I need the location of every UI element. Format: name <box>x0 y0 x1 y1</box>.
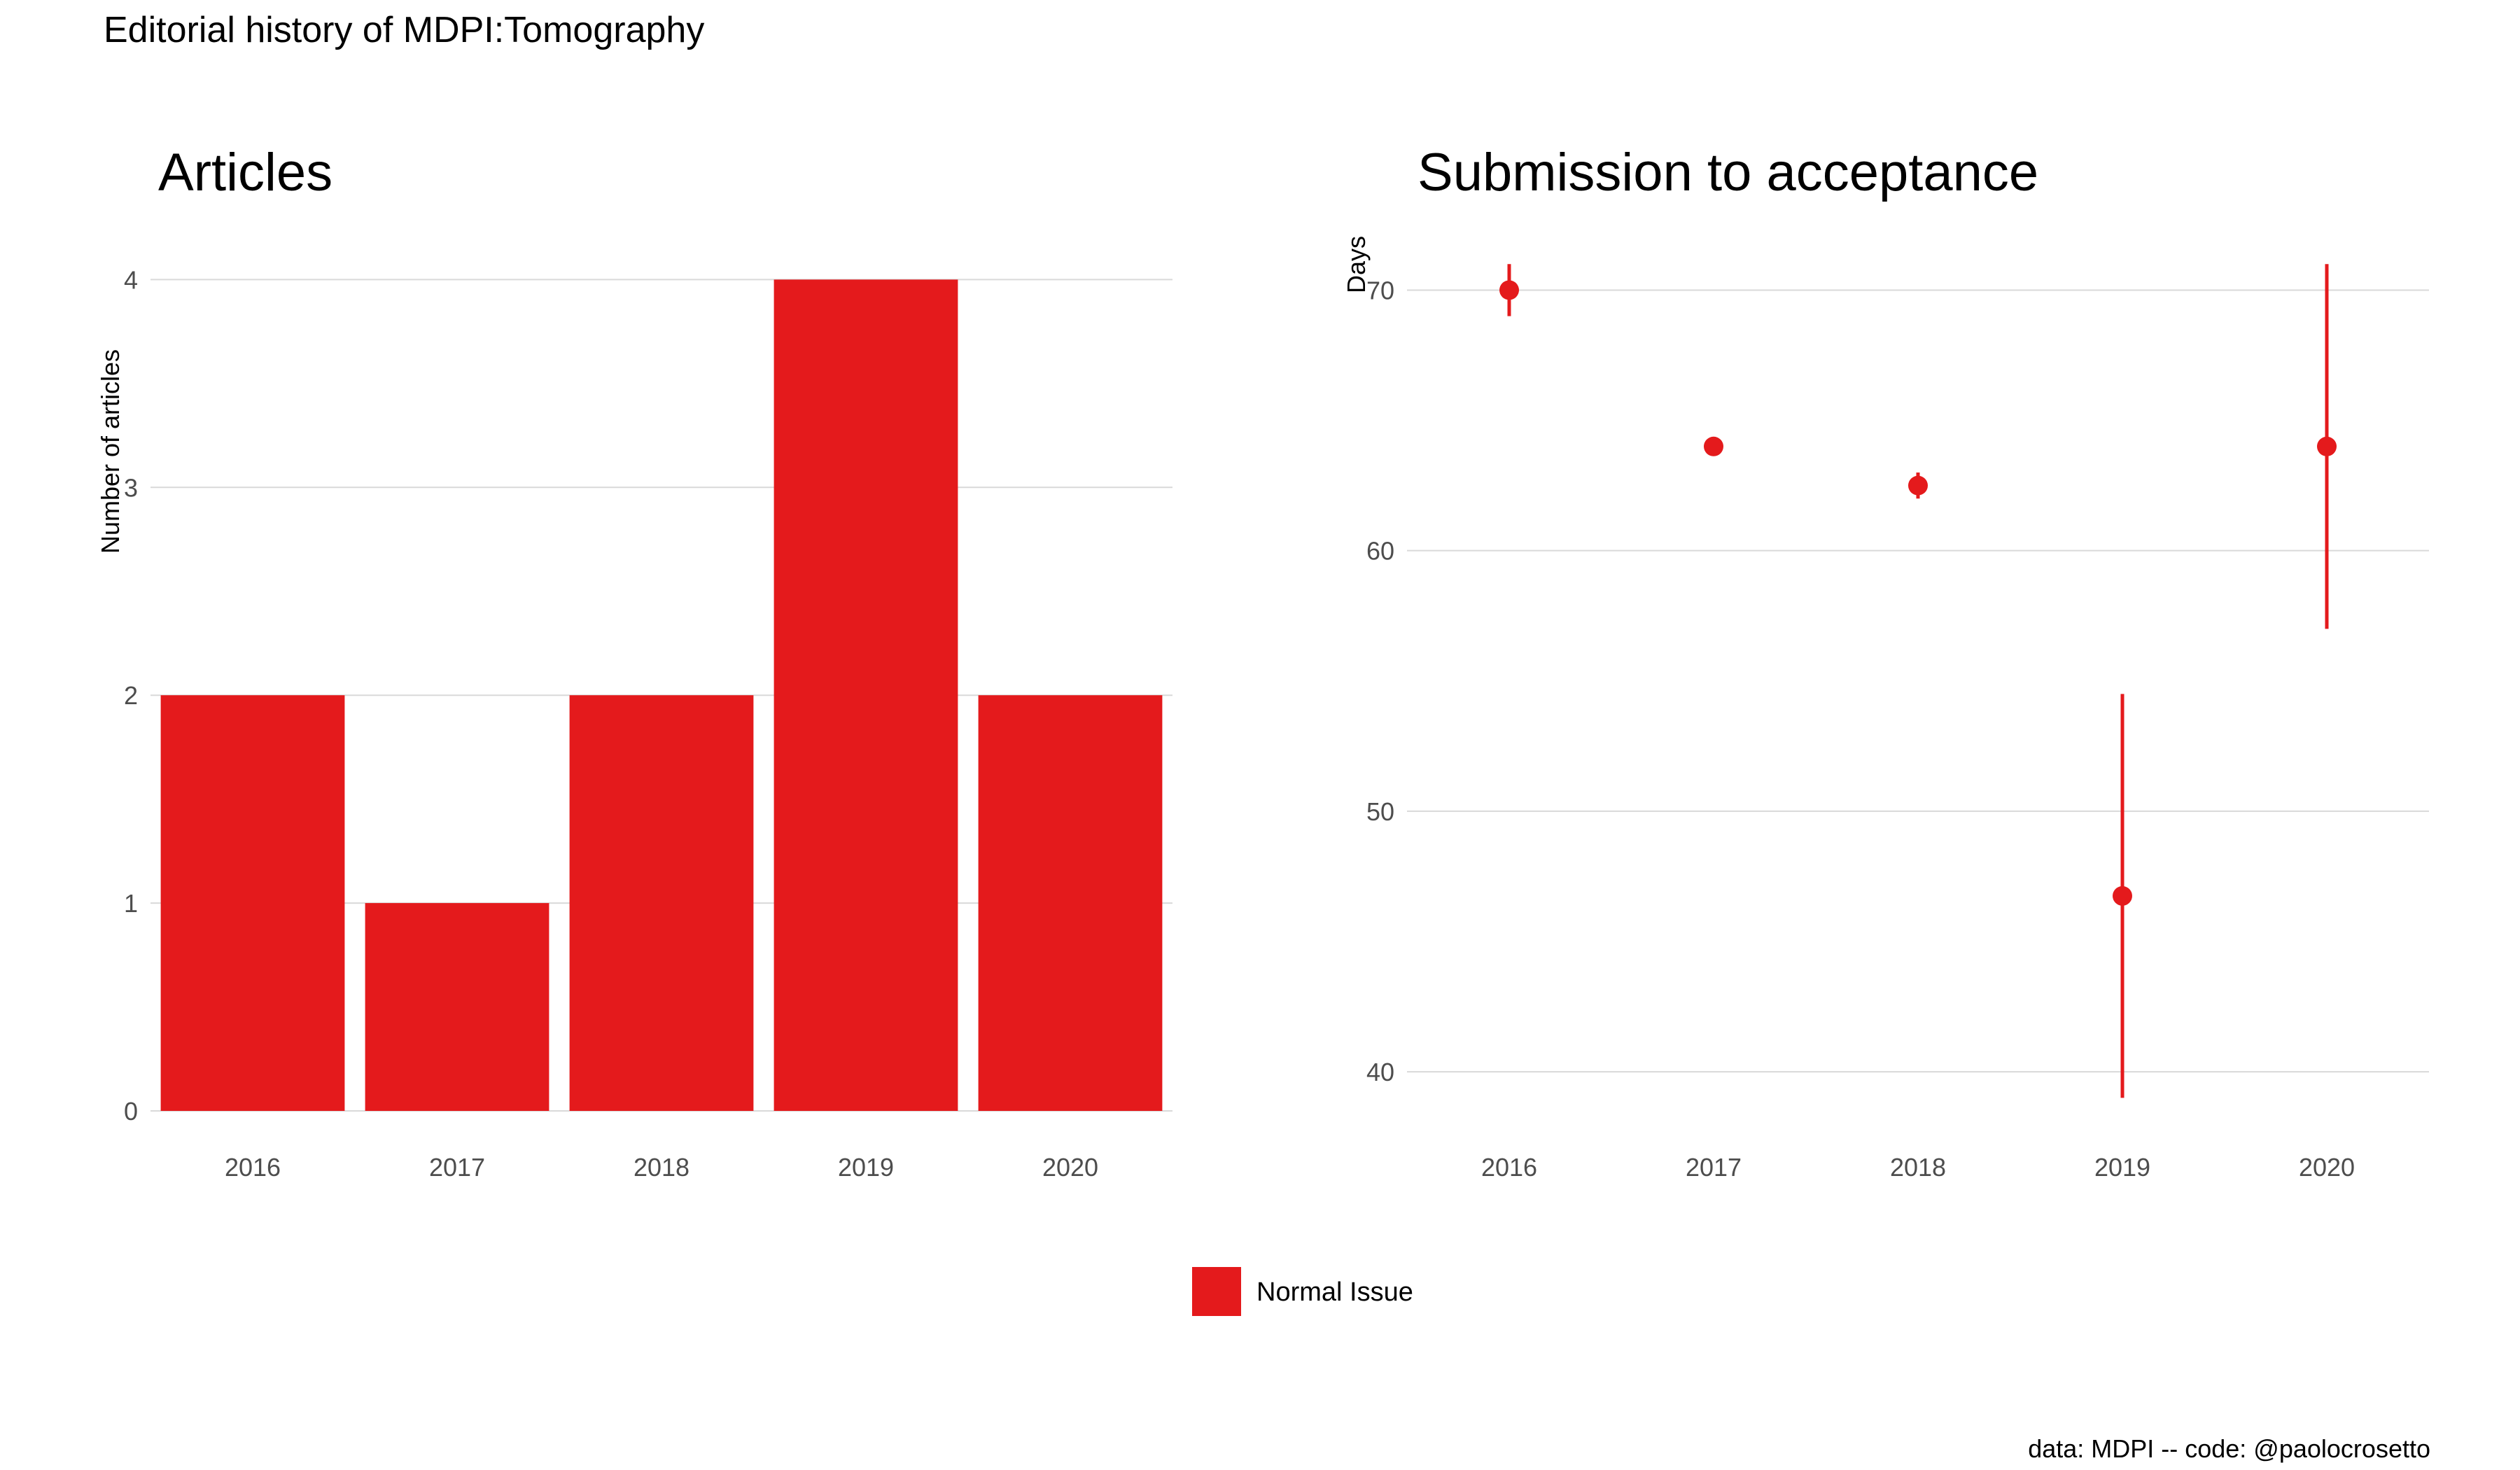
acceptance-ytick-label-1: 50 <box>1366 797 1394 826</box>
articles-xtick-label-4: 2020 <box>1042 1153 1098 1182</box>
acceptance-point-2018 <box>1908 475 1928 496</box>
acceptance-xtick-label-3: 2019 <box>2094 1153 2150 1182</box>
acceptance-ytick-label-0: 40 <box>1366 1058 1394 1086</box>
acceptance-ytick-label-3: 70 <box>1366 276 1394 304</box>
legend-label-normal-issue: Normal Issue <box>1256 1278 1413 1307</box>
legend: Normal Issue <box>1192 1267 1413 1316</box>
acceptance-xtick-label-2: 2018 <box>1890 1153 1946 1182</box>
articles-ytick-label-0: 0 <box>124 1097 138 1126</box>
acceptance-point-2019 <box>2113 886 2132 906</box>
acceptance-xtick-label-4: 2020 <box>2299 1153 2355 1182</box>
acceptance-title: Submission to acceptance <box>1418 143 2038 202</box>
articles-bar-2020 <box>978 695 1163 1111</box>
articles-title: Articles <box>158 143 332 202</box>
articles-xtick-label-3: 2019 <box>838 1153 894 1182</box>
acceptance-point-2016 <box>1499 280 1519 300</box>
articles-ytick-label-4: 4 <box>124 265 138 294</box>
articles-ytick-label-1: 1 <box>124 889 138 918</box>
acceptance-panel: Submission to acceptance Days 40 50 60 70 2016… <box>1342 143 2429 1182</box>
articles-bar-2016 <box>160 695 345 1111</box>
caption: data: MDPI -- code: @paolocrosetto <box>2028 1434 2430 1463</box>
articles-bar-2018 <box>569 695 754 1111</box>
articles-bar-2019 <box>774 279 958 1111</box>
figure-title: Editorial history of MDPI:Tomography <box>104 10 704 50</box>
articles-xtick-label-0: 2016 <box>225 1153 281 1182</box>
articles-ytick-label-3: 3 <box>124 473 138 502</box>
articles-xtick-label-1: 2017 <box>429 1153 485 1182</box>
articles-panel: Articles Number of articles 0 1 2 3 4 2016 2017 2… <box>96 143 1172 1182</box>
articles-ytick-label-2: 2 <box>124 681 138 710</box>
acceptance-point-2020 <box>2317 436 2337 456</box>
articles-ylabel: Number of articles <box>96 349 125 554</box>
acceptance-ytick-label-2: 60 <box>1366 537 1394 566</box>
acceptance-ylabel: Days <box>1342 236 1371 293</box>
articles-bar-2017 <box>365 903 550 1111</box>
acceptance-xtick-label-1: 2017 <box>1686 1153 1742 1182</box>
acceptance-point-2017 <box>1704 436 1723 456</box>
articles-xtick-label-2: 2018 <box>634 1153 690 1182</box>
legend-key-normal-issue <box>1192 1267 1241 1316</box>
acceptance-xtick-label-0: 2016 <box>1481 1153 1537 1182</box>
